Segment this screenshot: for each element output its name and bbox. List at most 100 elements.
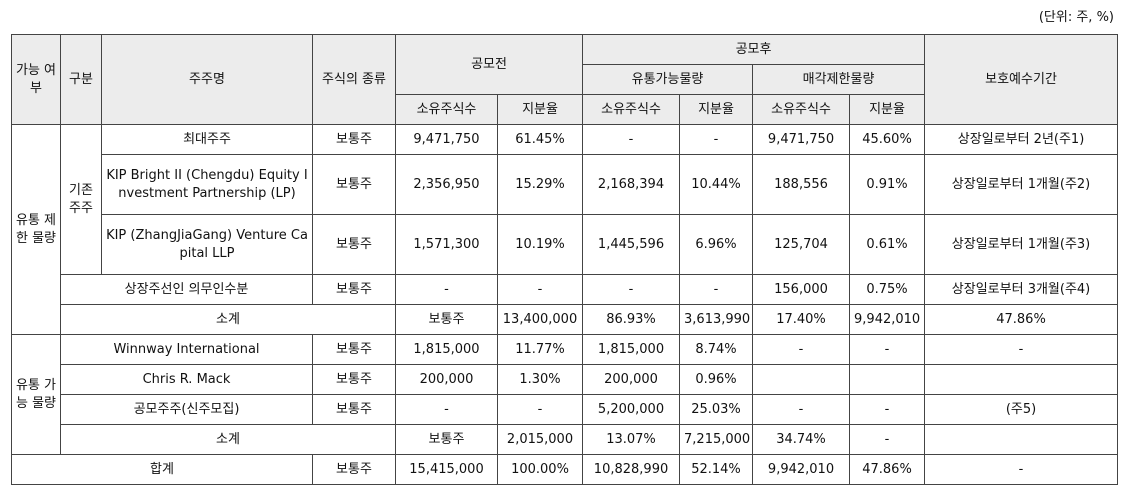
holder-name: 공모주주(신주모집)	[60, 394, 313, 425]
res-ratio: 47.86%	[849, 454, 926, 485]
trd-shares: 10,828,990	[582, 454, 681, 485]
res-shares: 156,000	[752, 274, 851, 305]
stock-type: 보통주	[395, 424, 498, 455]
total-row: 합계 보통주 15,415,000 100.00% 10,828,990 52.…	[11, 454, 1119, 485]
trd-shares: 7,215,000	[679, 424, 754, 455]
stock-type: 보통주	[312, 334, 396, 365]
pre-ratio: 10.19%	[496, 214, 584, 275]
trd-ratio: -	[679, 124, 754, 155]
pre-ratio: 86.93%	[582, 304, 681, 335]
lockup: 상장일로부터 1개월(주2)	[924, 154, 1119, 215]
header-res-shares: 소유주식수	[752, 94, 851, 125]
lockup: (주5)	[924, 394, 1119, 425]
subtotal-label: 소계	[60, 304, 396, 335]
res-shares: 125,704	[752, 214, 851, 275]
res-ratio: 0.91%	[849, 154, 926, 215]
trd-ratio: 17.40%	[752, 304, 851, 335]
group-restricted: 유통 제한 물량	[11, 124, 61, 335]
res-shares	[752, 364, 851, 395]
header-before-offering: 공모전	[394, 34, 584, 95]
table-row: 공모주주(신주모집) 보통주 - - 5,200,000 25.03% - - …	[12, 394, 1119, 425]
table-row: Chris R. Mack 보통주 200,000 1.30% 200,000 …	[12, 364, 1119, 395]
res-shares: -	[849, 424, 926, 455]
res-ratio: 0.75%	[849, 274, 926, 305]
subtotal-label: 소계	[60, 424, 396, 455]
lockup: 상장일로부터 3개월(주4)	[924, 274, 1119, 305]
trd-shares: 2,168,394	[582, 154, 681, 215]
res-ratio: -	[849, 334, 926, 365]
total-label: 합계	[11, 454, 313, 485]
group-tradable: 유통 가능 물량	[11, 334, 61, 455]
header-trd-shares: 소유주식수	[582, 94, 681, 125]
pre-shares: 2,015,000	[496, 424, 584, 455]
stock-type: 보통주	[312, 154, 396, 215]
res-shares: 9,942,010	[849, 304, 926, 335]
lockup: 상장일로부터 2년(주1)	[924, 124, 1119, 155]
header-restricted: 매각제한물량	[752, 64, 926, 95]
header-tradable: 유통가능물량	[582, 64, 754, 95]
holder-name: KIP (ZhangJiaGang) Venture Capital LLP	[101, 214, 313, 275]
pre-ratio: 13.07%	[582, 424, 681, 455]
trd-ratio: 0.96%	[679, 364, 754, 395]
trd-shares: 200,000	[582, 364, 681, 395]
pre-shares: 2,356,950	[395, 154, 498, 215]
pre-shares: -	[395, 394, 498, 425]
pre-ratio: -	[496, 274, 584, 305]
lockup: 상장일로부터 1개월(주3)	[924, 214, 1119, 275]
trd-shares: 1,445,596	[582, 214, 681, 275]
trd-shares: 5,200,000	[582, 394, 681, 425]
pre-ratio: 1.30%	[496, 364, 584, 395]
res-shares: 9,942,010	[752, 454, 851, 485]
pre-shares: 9,471,750	[395, 124, 498, 155]
holder-name: KIP Bright II (Chengdu) Equity Investmen…	[101, 154, 313, 215]
table-row: 유통 제한 물량 기존 주주 최대주주 보통주 9,471,750 61.45%…	[11, 124, 1119, 335]
trd-shares: -	[582, 274, 681, 305]
unit-label: (단위: 주, %)	[1038, 10, 1114, 25]
stock-type: 보통주	[395, 304, 498, 335]
table-row: 상장주선인 의무인수분 보통주 - - - - 156,000 0.75% 상장…	[12, 274, 1119, 305]
res-shares: 188,556	[752, 154, 851, 215]
stock-type: 보통주	[312, 124, 396, 155]
res-ratio: -	[849, 394, 926, 425]
holder-name: Winnway International	[60, 334, 313, 365]
stock-type: 보통주	[312, 454, 396, 485]
trd-ratio: 10.44%	[679, 154, 754, 215]
pre-shares: 15,415,000	[395, 454, 498, 485]
holder-name: Chris R. Mack	[60, 364, 313, 395]
stock-type: 보통주	[312, 394, 396, 425]
header-after-offering: 공모후	[582, 34, 926, 65]
res-shares: -	[752, 394, 851, 425]
trd-ratio: 8.74%	[679, 334, 754, 365]
pre-shares: 200,000	[395, 364, 498, 395]
lockup	[924, 364, 1119, 395]
header-pre-ratio: 지분율	[496, 94, 584, 125]
stock-type: 보통주	[312, 364, 396, 395]
pre-ratio: 15.29%	[496, 154, 584, 215]
header-category: 구분	[60, 34, 102, 125]
subtotal-row: 소계 보통주 2,015,000 13.07% 7,215,000 34.74%…	[12, 424, 1119, 455]
stock-type: 보통주	[312, 274, 396, 305]
lockup: -	[924, 454, 1119, 485]
trd-ratio: 34.74%	[752, 424, 851, 455]
holder-name: 최대주주	[101, 124, 313, 155]
res-ratio	[924, 424, 1119, 455]
trd-ratio: 6.96%	[679, 214, 754, 275]
pre-ratio: 100.00%	[496, 454, 584, 485]
header-res-ratio: 지분율	[849, 94, 926, 125]
trd-ratio: -	[679, 274, 754, 305]
table-row: 유통 가능 물량 Winnway International 보통주 1,815…	[11, 334, 1119, 455]
res-shares: 9,471,750	[752, 124, 851, 155]
subtotal-row: 소계 보통주 13,400,000 86.93% 3,613,990 17.40…	[12, 304, 1119, 335]
trd-ratio: 25.03%	[679, 394, 754, 425]
pre-shares: 13,400,000	[496, 304, 584, 335]
holder-name: 상장주선인 의무인수분	[60, 274, 313, 305]
trd-ratio: 52.14%	[679, 454, 754, 485]
pre-shares: -	[395, 274, 498, 305]
header-pre-shares: 소유주식수	[395, 94, 498, 125]
pre-ratio: -	[496, 394, 584, 425]
lockup: -	[924, 334, 1119, 365]
pre-shares: 1,571,300	[395, 214, 498, 275]
header-trd-ratio: 지분율	[679, 94, 754, 125]
header-holder-name: 주주명	[101, 34, 313, 125]
header-stock-type: 주식의 종류	[312, 34, 396, 125]
